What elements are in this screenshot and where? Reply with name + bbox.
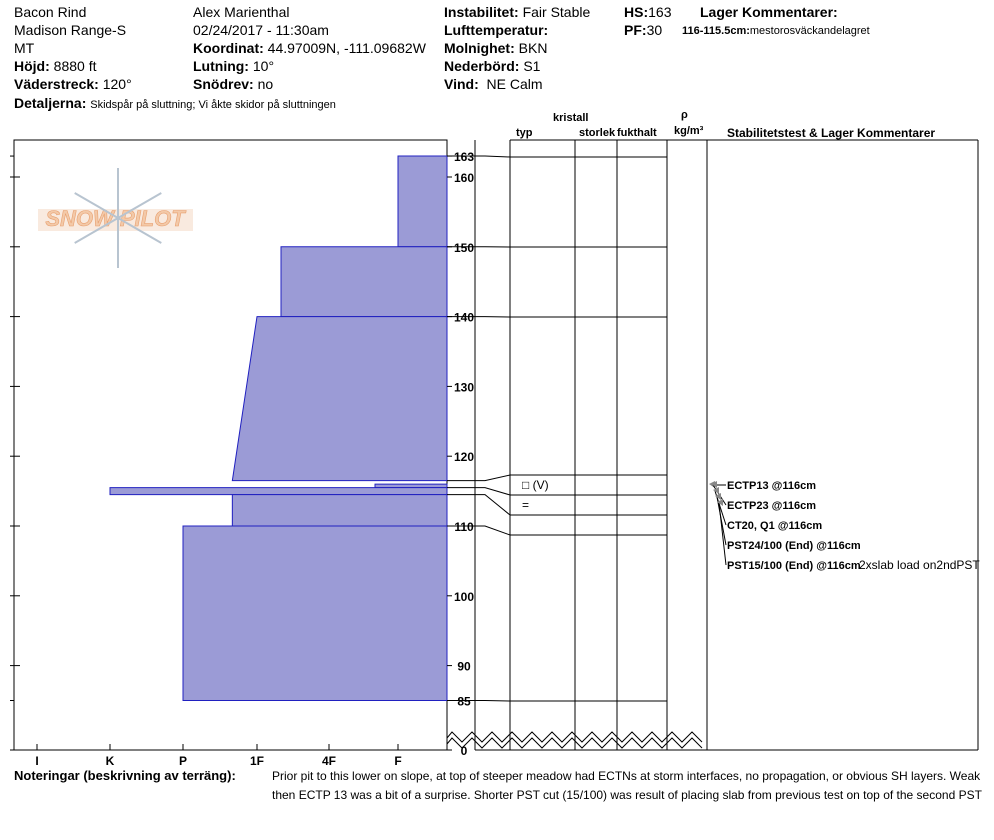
- arrow-icon: [713, 487, 719, 494]
- y-tick-label: 163: [454, 150, 474, 164]
- snowflake-icon: [117, 192, 162, 219]
- airtemp-label: Lufttemperatur:: [444, 22, 549, 38]
- layer-boundary: [447, 487, 667, 496]
- instability: Fair Stable: [522, 4, 591, 20]
- stability-test: ECTP23 @116cm: [727, 500, 816, 512]
- y-tick-label: 85: [457, 695, 471, 709]
- arrow-icon: [715, 493, 721, 500]
- snowpilot-logo: SNOW PILOT: [45, 206, 186, 231]
- slope-label: Lutning:: [193, 58, 249, 74]
- y-tick-label: 120: [454, 450, 474, 464]
- elevation: 8880 ft: [53, 58, 97, 74]
- drift: no: [257, 76, 274, 92]
- crystal-symbol: □ (V): [522, 478, 549, 492]
- layer-boundary: [447, 525, 667, 536]
- precip-label: Nederbörd:: [444, 58, 520, 74]
- aspect: 120°: [102, 76, 132, 92]
- aspect-label: Väderstreck:: [14, 76, 99, 92]
- y-tick-label: 110: [454, 520, 474, 534]
- instability-label: Instabilitet:: [444, 4, 519, 20]
- y-tick-label: 150: [454, 241, 474, 255]
- hs: 163: [648, 4, 672, 20]
- datetime: 02/24/2017 - 11:30am: [193, 22, 329, 38]
- snowflake-icon: [74, 217, 119, 244]
- arrow-icon: [711, 481, 717, 488]
- stability-test: CT20, Q1 @116cm: [727, 520, 822, 532]
- notes-line1: Prior pit to this lower on slope, at top…: [272, 769, 981, 783]
- precip: S1: [523, 58, 541, 74]
- wind: NE Calm: [486, 76, 543, 92]
- test-comment: 2xslab load on2ndPST: [859, 558, 980, 572]
- wind-label: Vind:: [444, 76, 479, 92]
- y-tick-label: 0: [461, 744, 468, 758]
- layer-comments-label: Lager Kommentarer:: [700, 4, 838, 20]
- crystal-symbol: =: [522, 498, 529, 512]
- axis-break: [446, 731, 703, 743]
- hardness-layer: [231, 494, 448, 527]
- stability-test: PST15/100 (End) @116cm: [727, 560, 861, 572]
- x-tick-label: P: [179, 754, 187, 768]
- elevation-label: Höjd:: [14, 58, 50, 74]
- y-tick-label: 130: [454, 380, 474, 394]
- layer-boundary: [447, 474, 667, 482]
- stability-test: ECTP13 @116cm: [727, 480, 816, 492]
- drift-label: Snödrev:: [193, 76, 254, 92]
- hardness-layer: [374, 483, 448, 489]
- y-tick-label: 100: [454, 590, 474, 604]
- details-label: Detaljerna:: [14, 95, 87, 111]
- arrow-icon: [717, 499, 723, 506]
- col-density: kg/m³: [674, 125, 704, 137]
- state: MT: [14, 40, 35, 56]
- hardness-layer: [109, 487, 448, 496]
- notes-line2: then ECTP 13 was a bit of a surprise. Sh…: [272, 788, 982, 802]
- layer-boundary: [447, 155, 667, 158]
- y-tick-label: 140: [454, 311, 474, 325]
- coord-label: Koordinat:: [193, 40, 264, 56]
- x-tick-label: K: [106, 754, 115, 768]
- col-moisture: fukthalt: [617, 127, 657, 139]
- pf: 30: [646, 22, 663, 38]
- hs-label: HS:: [624, 4, 649, 20]
- coord: 44.97009N, -111.09682W: [267, 40, 426, 56]
- y-tick-label: 90: [457, 660, 471, 674]
- snowflake-icon: [74, 192, 119, 219]
- test-pointer: [718, 502, 727, 566]
- hardness-layer: [397, 155, 448, 248]
- sky-label: Molnighet:: [444, 40, 515, 56]
- y-tick-label: 160: [454, 171, 474, 185]
- col-stability: Stabilitetstest & Lager Kommentarer: [727, 126, 936, 140]
- slope: 10°: [252, 58, 275, 74]
- col-type: typ: [516, 127, 533, 139]
- x-tick-label: 4F: [322, 754, 336, 768]
- col-size: storlek: [579, 127, 616, 139]
- observer: Alex Marienthal: [193, 4, 290, 20]
- hardness-layer: [182, 525, 448, 701]
- hardness-layer: [231, 316, 448, 482]
- sky: BKN: [518, 40, 548, 56]
- axis-break: [446, 737, 703, 749]
- details: Skidspår på sluttning; Vi åkte skidor på…: [90, 99, 336, 111]
- x-tick-label: 1F: [250, 754, 264, 768]
- col-crystal: kristall: [553, 112, 589, 124]
- location: Bacon Rind: [14, 4, 87, 20]
- x-tick-label: I: [35, 754, 38, 768]
- col-rho: ρ: [681, 109, 688, 121]
- layer-comment: mestorosväckandelagret: [749, 25, 870, 37]
- layer-boundary: [447, 700, 667, 702]
- pf-label: PF:: [624, 22, 647, 38]
- layer-boundary: [447, 494, 667, 516]
- notes-label: Noteringar (beskrivning av terräng):: [14, 768, 236, 783]
- hardness-layer: [280, 246, 448, 318]
- range: Madison Range-S: [14, 22, 127, 38]
- stability-test: PST24/100 (End) @116cm: [727, 540, 861, 552]
- layer-comment-range: 116-115.5cm:: [682, 25, 750, 37]
- snowflake-icon: [117, 217, 162, 244]
- x-tick-label: F: [394, 754, 401, 768]
